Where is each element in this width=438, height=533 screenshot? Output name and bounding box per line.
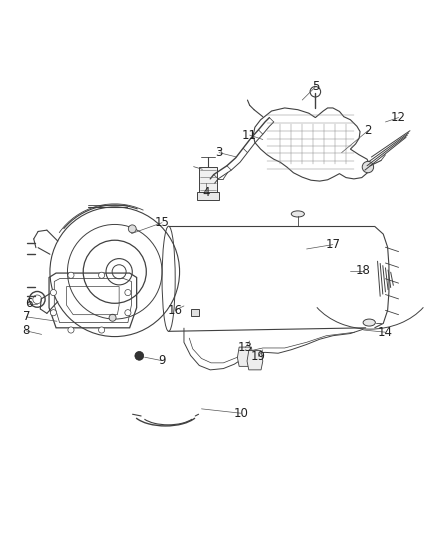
Text: 18: 18	[356, 264, 371, 277]
Circle shape	[99, 272, 105, 278]
Circle shape	[125, 310, 131, 316]
Text: 8: 8	[23, 325, 30, 337]
Text: 2: 2	[364, 124, 372, 137]
Polygon shape	[191, 310, 199, 316]
Circle shape	[125, 289, 131, 296]
Circle shape	[109, 314, 116, 321]
Ellipse shape	[291, 211, 304, 217]
Text: 9: 9	[158, 354, 166, 367]
Ellipse shape	[363, 319, 375, 326]
Text: 10: 10	[233, 407, 248, 419]
Polygon shape	[197, 192, 219, 200]
Text: 7: 7	[22, 310, 30, 324]
Circle shape	[99, 327, 105, 333]
Text: 16: 16	[168, 304, 183, 317]
Text: 12: 12	[391, 111, 406, 124]
Circle shape	[128, 225, 136, 233]
Circle shape	[50, 310, 57, 316]
Circle shape	[68, 327, 74, 333]
Text: 17: 17	[325, 238, 340, 251]
Polygon shape	[199, 167, 217, 192]
Text: 4: 4	[202, 185, 210, 198]
Text: 19: 19	[251, 350, 266, 363]
Polygon shape	[247, 351, 263, 370]
Text: 14: 14	[378, 326, 393, 338]
Text: 5: 5	[312, 80, 319, 93]
Circle shape	[68, 272, 74, 278]
Polygon shape	[237, 347, 253, 366]
Text: 3: 3	[215, 146, 223, 159]
Text: 13: 13	[238, 341, 253, 354]
Text: 11: 11	[242, 128, 257, 142]
Circle shape	[362, 161, 374, 173]
Circle shape	[135, 351, 144, 360]
Circle shape	[50, 289, 57, 296]
Text: 15: 15	[155, 216, 170, 229]
Text: 6: 6	[25, 297, 32, 310]
